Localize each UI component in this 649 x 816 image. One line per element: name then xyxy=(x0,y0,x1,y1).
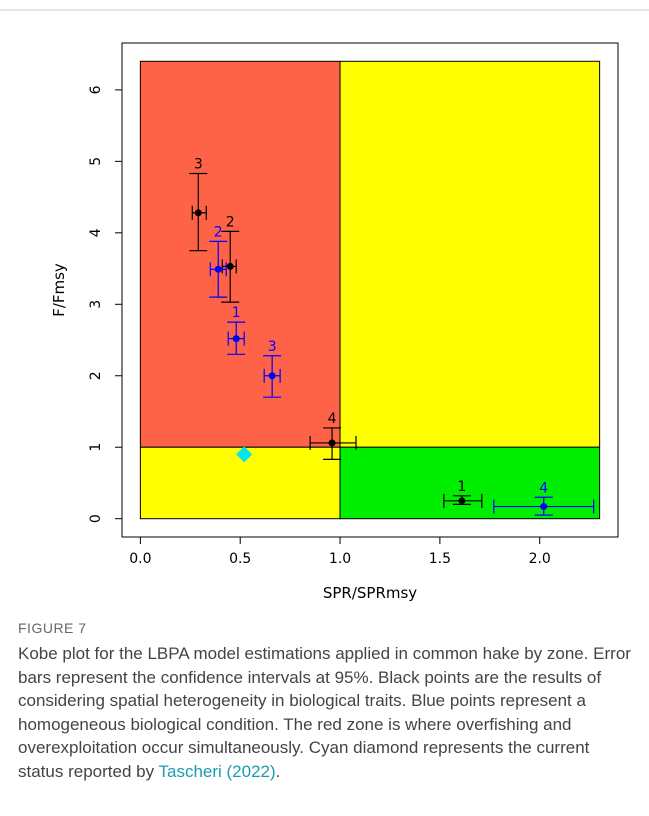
y-tick-label: 2 xyxy=(88,371,104,380)
y-tick-label: 1 xyxy=(88,443,104,452)
point xyxy=(540,503,548,511)
figure-label: FIGURE 7 xyxy=(18,620,87,636)
point xyxy=(268,372,276,380)
chart: SPR/SPRmsy F/Fmsy 0.0 0.5 1.0 1.5 2.0 0 1 2 3 4 5 6… xyxy=(0,9,649,602)
point-label: 3 xyxy=(194,157,203,173)
point-label: 4 xyxy=(539,480,548,496)
point-label: 2 xyxy=(226,214,235,230)
caption-text: Kobe plot for the LBPA model estimations… xyxy=(18,644,631,781)
point xyxy=(194,209,202,217)
zone xyxy=(339,60,601,448)
x-tick-label: 1.5 xyxy=(429,551,451,567)
point-label: 1 xyxy=(457,479,466,495)
y-axis-label: F/Fmsy xyxy=(50,263,68,317)
point-label: 1 xyxy=(232,305,241,321)
figure-caption: Kobe plot for the LBPA model estimations… xyxy=(18,642,633,783)
current-status xyxy=(236,446,253,463)
x-tick-label: 0.5 xyxy=(229,551,251,567)
point xyxy=(458,497,466,505)
y-tick-label: 3 xyxy=(88,300,104,309)
point xyxy=(226,262,234,270)
point-label: 4 xyxy=(328,411,337,427)
zone xyxy=(339,446,601,520)
caption-end: . xyxy=(275,761,281,781)
point xyxy=(214,265,222,273)
y-tick-label: 5 xyxy=(88,157,104,166)
point-label: 3 xyxy=(268,339,277,355)
plot-frame xyxy=(121,42,619,538)
x-tick-label: 2.0 xyxy=(529,551,551,567)
zone xyxy=(139,60,341,448)
x-axis-label: SPR/SPRmsy xyxy=(323,584,417,602)
y-tick-label: 0 xyxy=(88,514,104,523)
reference-link[interactable]: Tascheri (2022) xyxy=(158,761,276,781)
point xyxy=(232,335,240,343)
x-tick-label: 1.0 xyxy=(329,551,351,567)
zone xyxy=(139,446,341,520)
y-tick-label: 4 xyxy=(88,228,104,237)
y-tick-label: 6 xyxy=(88,85,104,94)
point-label: 2 xyxy=(214,224,223,240)
x-tick-label: 0.0 xyxy=(129,551,151,567)
point xyxy=(328,439,336,447)
